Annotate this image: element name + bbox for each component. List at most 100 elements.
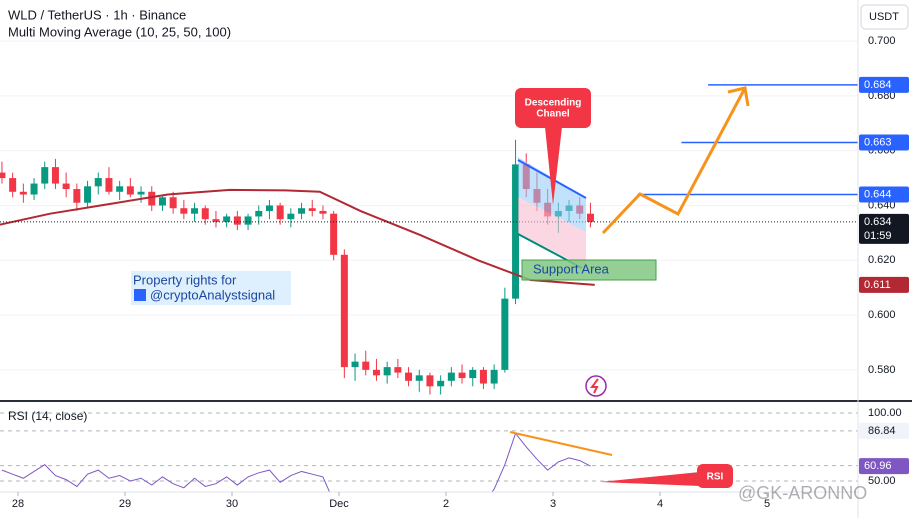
x-tick-label: 3 <box>550 498 556 510</box>
candle-body <box>212 219 220 222</box>
x-tick-label: 29 <box>119 498 131 510</box>
y-tick-label: 0.620 <box>868 254 896 266</box>
indicator-title: Multi Moving Average (10, 25, 50, 100) <box>8 24 231 39</box>
rsi-note: RSI <box>707 472 724 483</box>
ma-label: 0.611 <box>864 279 891 291</box>
candle-body <box>351 361 359 368</box>
rights-text: @cryptoAnalystsignal <box>150 287 275 302</box>
candle-body <box>308 208 316 211</box>
rsi-band-box <box>859 422 909 439</box>
candle-body <box>287 213 295 220</box>
level-label: 0.663 <box>864 136 892 148</box>
watermark: @GK-ARONNO <box>738 483 867 503</box>
countdown: 01:59 <box>864 230 892 242</box>
candle-body <box>191 208 199 214</box>
rsi-tick-label: 50.00 <box>868 475 896 487</box>
candle-body <box>437 380 445 387</box>
currency[interactable]: USDT <box>869 11 899 23</box>
candle-body <box>490 369 498 384</box>
moving-average <box>0 188 595 286</box>
candle-body <box>383 367 391 376</box>
candle-body <box>479 369 487 384</box>
level-box <box>859 134 909 151</box>
rsi-band-label: 86.84 <box>868 425 896 437</box>
current-price-label: 0.634 <box>864 216 892 228</box>
x-tick-label: 2 <box>443 498 449 510</box>
annotations: Support Area Descending Chanel Property … <box>131 86 867 503</box>
candle-body <box>9 178 17 192</box>
candle-body <box>116 186 124 192</box>
x-tick-label: Dec <box>329 498 349 510</box>
candle-body <box>340 254 348 368</box>
chart-title: WLD / TetherUS · 1h · Binance <box>8 7 186 22</box>
candle-body <box>30 183 38 195</box>
candle-body <box>41 167 49 184</box>
candle-body <box>469 369 477 379</box>
arrow-head <box>727 86 750 107</box>
candle-body <box>276 205 284 220</box>
candle-body <box>265 205 273 211</box>
rsi-current-label: 60.96 <box>864 460 892 472</box>
candle-body <box>405 372 413 381</box>
candle-body <box>201 208 209 220</box>
support-box <box>521 259 657 281</box>
candle-body <box>137 191 145 195</box>
callout-box <box>515 88 591 128</box>
candle-body <box>458 372 466 379</box>
candle-body <box>94 178 102 187</box>
y-tick-label: 0.700 <box>868 35 896 47</box>
candle-body <box>447 372 455 381</box>
candle-body <box>158 197 166 206</box>
candle-body <box>394 367 402 373</box>
candle-body <box>501 298 509 370</box>
callout-pointer <box>545 127 562 205</box>
y-tick-label: 0.600 <box>868 309 896 321</box>
current-price-box <box>859 213 909 244</box>
callout-text: Chanel <box>536 109 570 120</box>
currency-button[interactable] <box>860 4 909 30</box>
x-tick-label: 28 <box>12 498 24 510</box>
candle-body <box>19 191 27 195</box>
candle-body <box>84 186 92 203</box>
candle-body <box>255 210 263 217</box>
icon <box>590 378 599 394</box>
candle-body <box>0 172 6 179</box>
price-pane <box>0 40 858 395</box>
rights-box <box>131 271 291 305</box>
rsi-title: RSI (14, close) <box>8 409 87 423</box>
candle-body <box>586 213 594 222</box>
level-label: 0.644 <box>864 188 892 200</box>
support-label: Support Area <box>533 261 610 276</box>
candle-body <box>319 210 327 214</box>
candle-body <box>148 191 156 206</box>
channel-lower <box>518 197 586 268</box>
icon <box>585 375 607 397</box>
candle-body <box>73 189 81 203</box>
x-tick-label: 4 <box>657 498 663 510</box>
candle-body <box>180 208 188 214</box>
rsi-trend <box>509 431 613 456</box>
candle-body <box>223 216 231 222</box>
rsi-note-box <box>697 464 733 488</box>
candle-body <box>51 167 59 184</box>
candle-body <box>330 213 338 255</box>
rsi-wedge <box>600 472 700 486</box>
level-label: 0.684 <box>864 79 892 91</box>
level-box <box>859 76 909 93</box>
x-tick-label: 30 <box>226 498 238 510</box>
candle-body <box>126 186 134 195</box>
rsi-tick-label: 100.00 <box>868 407 902 419</box>
candle-body <box>362 361 370 370</box>
forecast-arrow <box>601 87 747 235</box>
icon <box>134 289 146 301</box>
candle-body <box>62 183 70 190</box>
rights-text: Property rights for <box>133 272 237 287</box>
rsi-current-box <box>859 458 909 475</box>
y-tick-label: 0.580 <box>868 364 896 376</box>
candle-body <box>169 197 177 209</box>
candle-body <box>233 216 241 225</box>
rsi-line <box>1 432 591 492</box>
